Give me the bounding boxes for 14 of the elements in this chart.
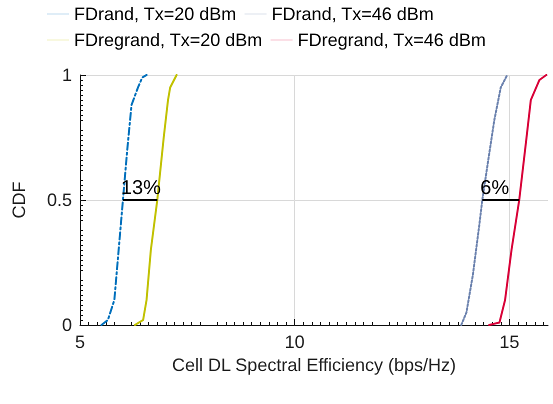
y-tick-label: 1	[62, 65, 72, 85]
x-tick-label: 5	[74, 332, 86, 352]
y-tick-label: 0.5	[46, 190, 72, 210]
legend-label: FDregrand, Tx=46 dBm	[298, 30, 486, 50]
line-series	[460, 74, 508, 326]
annotation: 6%	[480, 177, 510, 199]
legend-label: FDrand, Tx=20 dBm	[74, 4, 236, 24]
x-tick-label: 15	[499, 332, 520, 352]
x-axis-title: Cell DL Spectral Efficiency (bps/Hz)	[172, 354, 456, 375]
legend-label: FDrand, Tx=46 dBm	[272, 4, 434, 24]
x-tick-label: 10	[284, 332, 305, 352]
legend-label: FDregrand, Tx=20 dBm	[74, 30, 262, 50]
y-axis-title: CDF	[9, 182, 29, 218]
y-tick-label: 0	[62, 315, 72, 335]
